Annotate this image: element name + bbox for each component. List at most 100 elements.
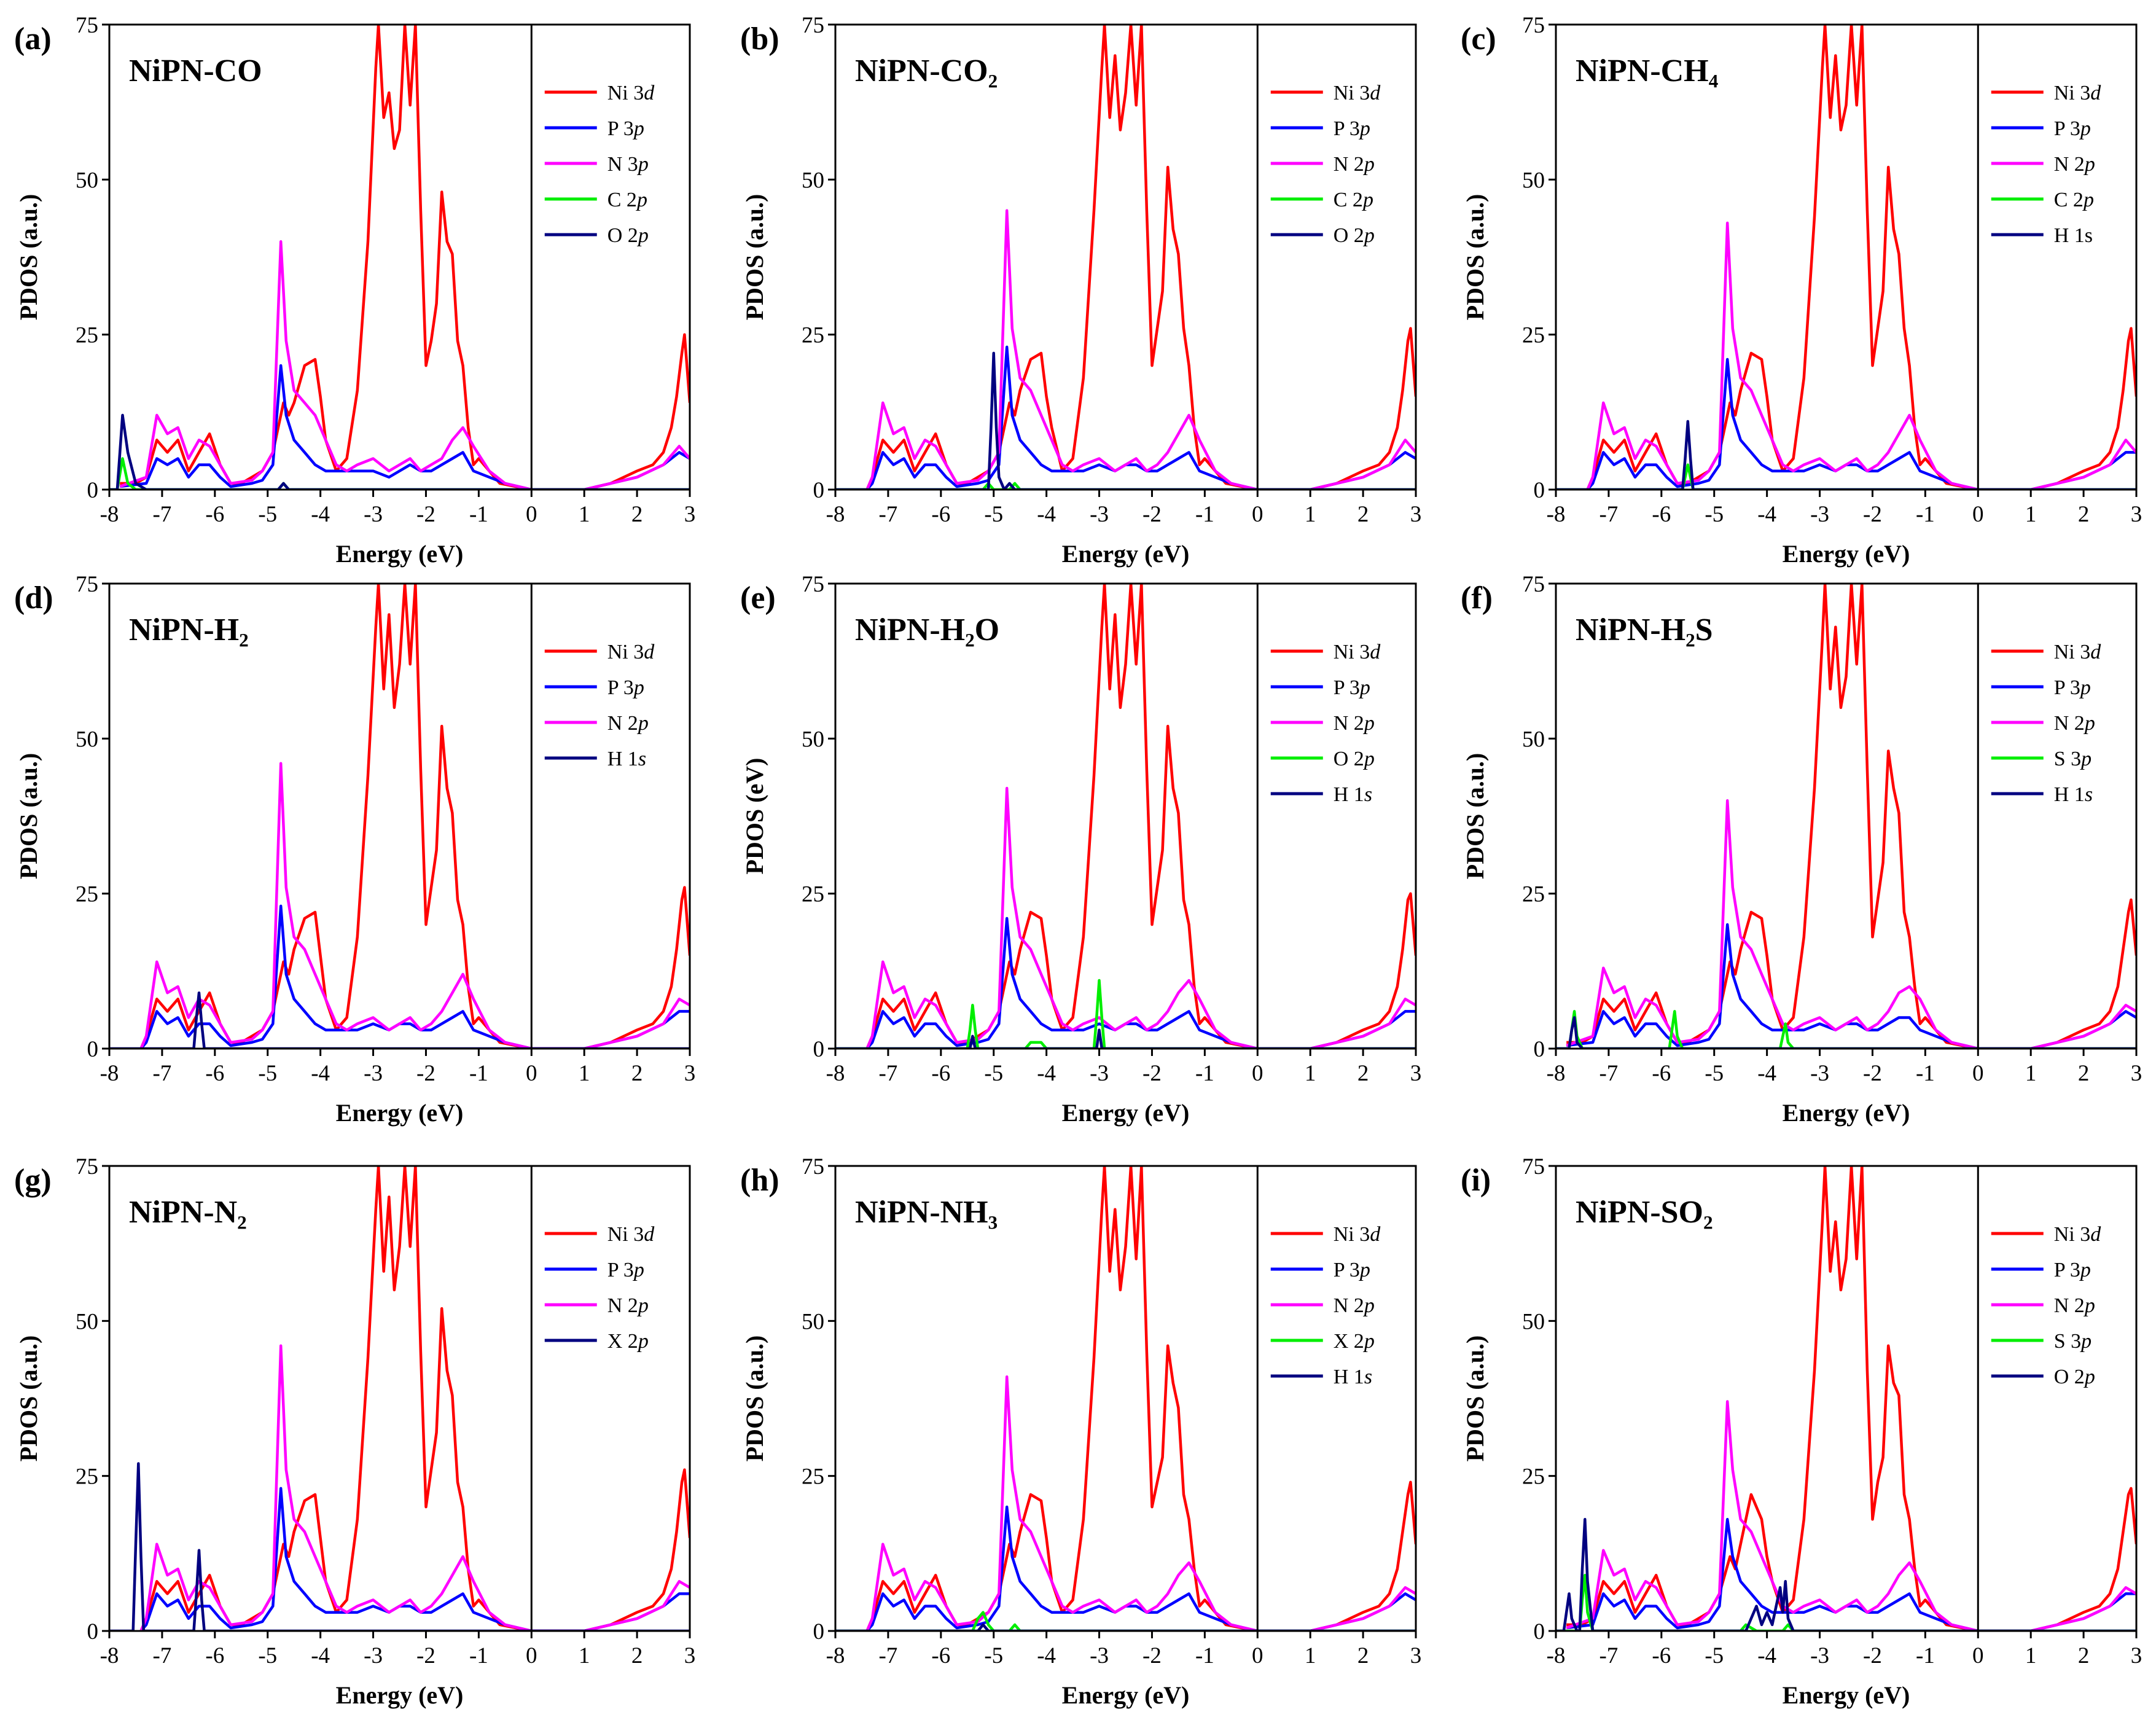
x-tick-label: -7 [152,1061,171,1086]
series-line-x-2p [109,1462,690,1631]
x-tick-label: -5 [1705,1061,1724,1086]
y-tick-label: 25 [1522,323,1545,348]
x-axis-label: Energy (eV) [1062,1099,1190,1127]
y-tick-label: 0 [87,478,99,503]
x-tick-label: -6 [931,502,950,527]
panel-title: NiPN-H₂O [855,612,999,647]
panel-title: NiPN-CO [129,53,262,88]
x-tick-label: 2 [2078,1061,2090,1086]
x-tick-label: -4 [1037,1061,1056,1086]
series-line-ni-3d [1566,584,2136,1049]
x-tick-label: 1 [1305,502,1316,527]
x-tick-label: 1 [579,502,590,527]
x-tick-label: -7 [1599,502,1618,527]
y-tick-label: 25 [1522,882,1545,907]
x-tick-label: -6 [1652,1643,1671,1668]
y-tick-label: 50 [1522,727,1545,752]
x-tick-label: 2 [631,1643,643,1668]
x-tick-label: 3 [2131,502,2142,527]
x-tick-label: 1 [2025,1643,2037,1668]
x-tick-label: 2 [2078,1643,2090,1668]
x-tick-label: -7 [878,1061,897,1086]
x-tick-label: -1 [469,1643,488,1668]
y-tick-label: 0 [1534,1037,1545,1062]
series-line-h-1s [109,991,690,1049]
x-tick-label: 1 [2025,502,2037,527]
panel-title: NiPN-CO₂ [855,53,998,88]
x-axis-label: Energy (eV) [1062,1681,1190,1709]
x-tick-label: -1 [469,1061,488,1086]
x-tick-label: 0 [526,1643,537,1668]
legend-entry: O 2p [1334,748,1375,770]
y-tick-label: 75 [1522,1154,1545,1179]
series-line-o-2p [1556,1518,2136,1631]
legend-entry: P 3p [2054,1259,2091,1281]
y-tick-label: 50 [802,1309,824,1334]
y-tick-label: 0 [813,1037,825,1062]
x-tick-label: 2 [1357,1061,1369,1086]
x-tick-label: -4 [1757,1643,1776,1668]
x-tick-label: 2 [1357,502,1369,527]
y-tick-label: 75 [76,1154,98,1179]
series-group [835,1166,1416,1631]
x-tick-label: -4 [1037,1643,1056,1668]
x-axis-label: Energy (eV) [1783,540,1910,568]
x-tick-label: -8 [1547,502,1566,527]
x-tick-label: -8 [100,502,119,527]
x-tick-label: -2 [416,1643,435,1668]
plot-frame [108,582,691,1050]
x-axis-label: Energy (eV) [1783,1099,1910,1127]
x-tick-label: 2 [1357,1643,1369,1668]
legend-entry: H 1s [2054,224,2093,247]
y-axis-label: PDOS (a.u.) [741,194,768,321]
x-tick-label: 0 [1252,1061,1264,1086]
chart-panel-c: -8 -7 -6 -5 -4 -3 -2 -1 0 1 2 3 0 25 50 75 Energy (eV) PD… [1461,13,2142,568]
legend-entry: Ni 3d [1334,1223,1381,1246]
x-tick-label: -8 [1547,1643,1566,1668]
series-line-n-2p [1566,1400,2136,1631]
legend-entry: Ni 3d [1334,641,1381,663]
x-tick-label: -2 [416,1061,435,1086]
x-tick-label: -4 [311,1061,330,1086]
series-line-n-2p [139,1344,690,1631]
x-tick-label: -1 [469,502,488,527]
x-tick-label: -3 [1810,1061,1829,1086]
y-axis-label: PDOS (a.u.) [1461,753,1489,880]
legend-entry: S 3p [2054,1330,2092,1353]
legend: Ni 3d P 3p N 2p C 2p H 1s [1991,82,2101,247]
legend: Ni 3d P 3p N 2p X 2p H 1s [1270,1223,1381,1388]
legend-entry: N 2p [1334,1294,1375,1317]
x-tick-label: -7 [152,1643,171,1668]
series-group [109,25,690,490]
y-tick-label: 0 [87,1037,99,1062]
x-tick-label: -2 [1863,1643,1882,1668]
legend: Ni 3d P 3p N 2p S 3p H 1s [1991,641,2102,806]
plot-frame [108,23,691,491]
legend-entry: P 3p [2054,676,2091,699]
legend-entry: X 2p [1334,1330,1375,1353]
legend-entry: P 3p [1334,1259,1370,1281]
legend-entry: O 2p [1334,224,1375,247]
x-tick-label: 3 [684,502,696,527]
x-tick-label: 1 [579,1643,590,1668]
legend-entry: P 3p [2054,117,2091,140]
x-tick-label: -6 [205,1061,224,1086]
y-tick-label: 0 [813,1619,825,1644]
x-tick-label: 0 [1972,1061,1984,1086]
x-tick-label: -2 [1142,1643,1162,1668]
panel-title: NiPN-N₂ [129,1195,247,1230]
x-tick-label: 1 [1305,1643,1316,1668]
x-tick-label: -8 [100,1643,119,1668]
y-axis-label: PDOS (a.u.) [741,1335,768,1462]
x-tick-label: 2 [631,502,643,527]
series-line-ni-3d [1566,1166,2136,1631]
x-tick-label: -4 [1037,502,1056,527]
legend: Ni 3d P 3p N 2p S 3p O 2p [1991,1223,2101,1388]
y-tick-label: 50 [1522,1309,1545,1334]
series-line-h-1s [835,1028,1416,1049]
legend-entry: S 3p [2054,748,2092,770]
x-tick-label: -5 [258,1061,277,1086]
legend-entry: Ni 3d [2054,641,2102,663]
x-tick-label: 3 [2131,1061,2142,1086]
plot-frame [1555,23,2138,491]
